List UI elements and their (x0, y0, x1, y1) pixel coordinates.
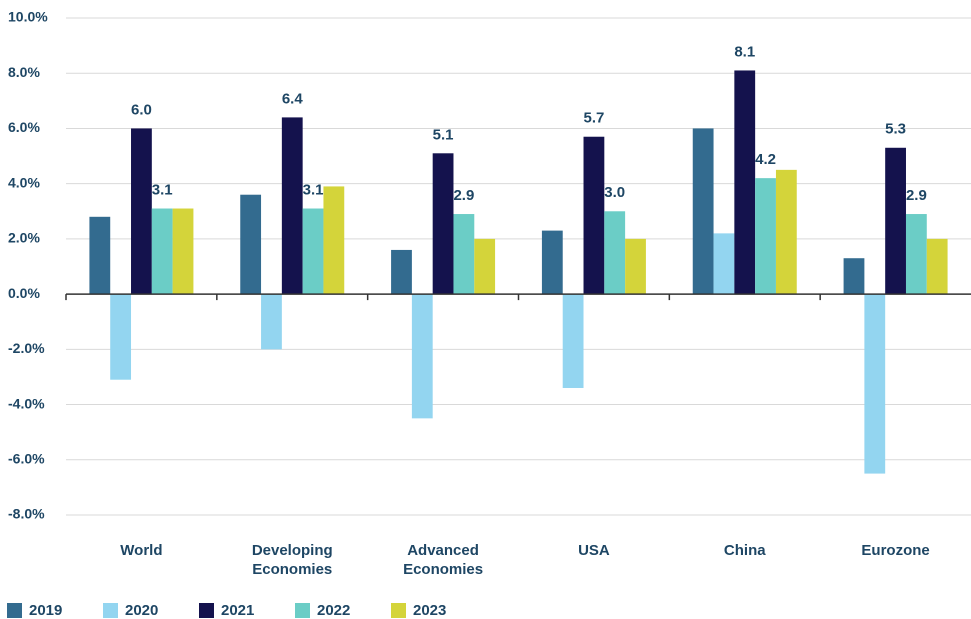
bar (905, 214, 927, 295)
data-label: 4.2 (755, 151, 776, 168)
bar (734, 70, 756, 295)
data-label: 6.0 (131, 101, 152, 118)
bar (625, 238, 646, 295)
legend-label: 2023 (413, 602, 446, 619)
data-label: 5.3 (885, 121, 906, 138)
bar (692, 128, 714, 295)
bar (843, 258, 865, 295)
bar (541, 230, 563, 295)
legend-label: 2021 (221, 602, 254, 619)
x-tick-label: Eurozone (861, 542, 930, 559)
bar (302, 208, 324, 295)
data-label: 2.9 (453, 187, 474, 204)
data-label: 2.9 (906, 187, 927, 204)
legend-swatch (391, 603, 406, 618)
bar (474, 238, 496, 295)
x-tick-label: China (723, 542, 766, 559)
bar (261, 294, 282, 350)
x-tick-label: Developing Economies (251, 542, 333, 578)
bar (131, 128, 152, 295)
bar (391, 249, 412, 295)
x-tick-label: USA (578, 542, 610, 559)
bar (755, 178, 776, 295)
bar (562, 294, 584, 388)
bar (281, 117, 303, 295)
y-tick-label: 10.0% (8, 9, 48, 25)
data-label: 8.1 (734, 43, 755, 60)
data-label: 5.7 (583, 110, 604, 127)
legend-label: 2020 (125, 602, 158, 619)
data-label: 3.1 (303, 181, 324, 198)
bar (926, 238, 948, 295)
y-tick-label: -4.0% (8, 395, 45, 411)
bar (583, 136, 605, 295)
legend-label: 2022 (317, 602, 350, 619)
bar (323, 186, 345, 295)
data-label: 6.4 (282, 90, 304, 107)
y-tick-label: 2.0% (8, 230, 40, 246)
x-tick-label: World (120, 542, 163, 559)
x-tick-label: Advanced Economies (403, 542, 484, 578)
legend-swatch (103, 603, 118, 618)
legend-swatch (295, 603, 310, 618)
y-tick-label: -2.0% (8, 340, 45, 356)
bar (411, 294, 433, 419)
bar (240, 194, 262, 295)
bar (775, 169, 797, 295)
bar (885, 147, 906, 295)
bar (151, 208, 173, 295)
bar (89, 216, 111, 295)
legend-swatch (199, 603, 214, 618)
y-tick-label: 6.0% (8, 119, 40, 135)
bar (453, 214, 475, 295)
y-tick-label: 0.0% (8, 285, 40, 301)
bar (864, 294, 886, 474)
bar (604, 211, 626, 295)
data-label: 3.0 (604, 184, 625, 201)
y-tick-label: 4.0% (8, 174, 40, 190)
y-tick-label: -6.0% (8, 450, 45, 466)
bar (110, 294, 132, 380)
y-tick-label: 8.0% (8, 64, 40, 80)
bar (713, 233, 735, 295)
data-label: 3.1 (152, 181, 173, 198)
y-tick-label: -8.0% (8, 506, 45, 522)
bar (432, 153, 454, 295)
legend-label: 2019 (29, 602, 62, 619)
data-label: 5.1 (433, 126, 454, 143)
bar (172, 208, 194, 295)
legend-swatch (7, 603, 22, 618)
